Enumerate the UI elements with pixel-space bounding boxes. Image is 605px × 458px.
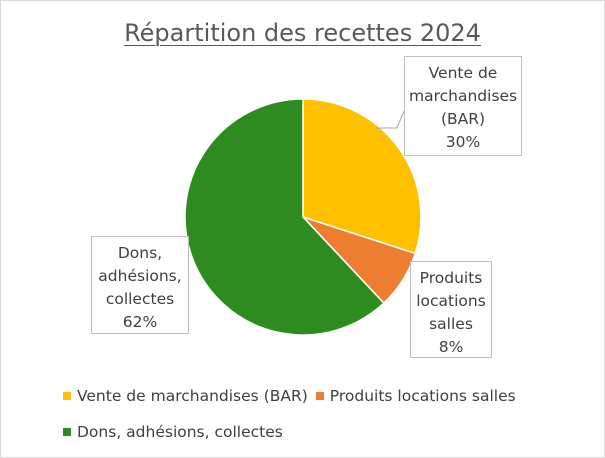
legend-label: Dons, adhésions, collectes [77,423,283,441]
pie-slice-vente-marchandises [302,98,422,255]
legend: Vente de marchandises (BAR) Produits loc… [63,383,594,455]
legend-label: Produits locations salles [329,387,516,405]
legend-item-vente-marchandises: Vente de marchandises (BAR) [63,387,308,405]
data-label-produits-locations: Produits locations salles 8% [410,261,492,358]
data-label-vente-marchandises: Vente de marchandises (BAR) 30% [404,56,522,156]
legend-swatch [63,428,71,436]
legend-swatch [63,392,71,400]
legend-row: Vente de marchandises (BAR) Produits loc… [63,383,594,409]
data-label-line: collectes [105,290,175,308]
pie-slice-dons-adhesions [184,98,385,336]
data-label-line: Produits [419,269,483,287]
legend-row: Dons, adhésions, collectes [63,419,594,445]
legend-swatch [315,392,324,400]
leader-line [376,110,405,129]
data-label-line: Vente de [428,64,498,82]
legend-item-produits-locations: Produits locations salles [315,387,516,405]
data-label-line: salles [429,315,473,333]
data-label-percent: 62% [122,313,158,331]
chart-title: Répartition des recettes 2024 [124,19,481,47]
legend-item-dons-adhesions: Dons, adhésions, collectes [63,423,283,441]
data-label-line: marchandises [409,87,518,105]
data-label-line: locations [416,292,486,310]
data-label-line: adhésions, [98,267,182,285]
legend-label: Vente de marchandises (BAR) [77,387,308,405]
data-label-dons-adhesions: Dons, adhésions, collectes 62% [91,236,189,334]
data-label-percent: 8% [438,338,464,356]
data-label-percent: 30% [445,133,481,151]
data-label-line: (BAR) [440,110,486,128]
data-label-line: Dons, [117,244,163,262]
